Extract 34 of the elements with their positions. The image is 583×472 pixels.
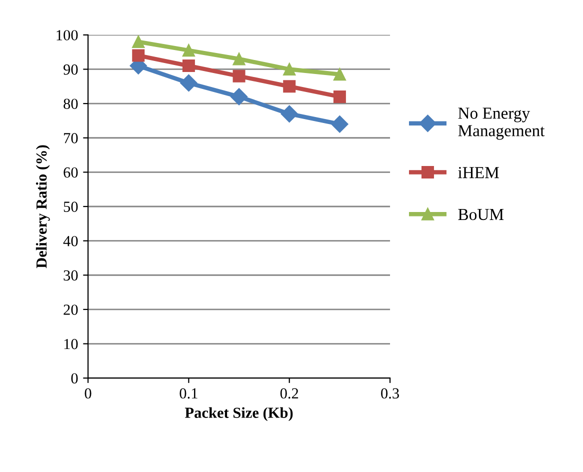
y-tick-label: 80	[64, 98, 78, 110]
point	[230, 88, 248, 106]
x-axis-title: Packet Size (Kb)	[184, 407, 293, 422]
x-tick-label: 0.3	[381, 388, 399, 399]
point	[232, 70, 246, 82]
y-tick-label: 0	[71, 373, 78, 384]
y-tick-label: 20	[64, 304, 78, 315]
y-tick-label: 100	[56, 30, 78, 40]
legend-label: No Energy Management	[458, 108, 545, 140]
point	[333, 90, 346, 103]
point	[283, 80, 296, 93]
y-tick-label: 10	[64, 338, 78, 350]
y-tick-label: 50	[64, 202, 78, 212]
y-axis-title: Delivery Ratio (%)	[36, 145, 50, 268]
x-tick-label: 0.2	[280, 388, 298, 399]
point	[132, 49, 145, 62]
point	[132, 36, 145, 48]
point	[333, 68, 346, 81]
y-tick-label: 90	[64, 64, 78, 75]
point	[232, 52, 246, 66]
point	[280, 105, 298, 122]
y-tick-label: 40	[63, 236, 78, 246]
point	[182, 60, 195, 72]
y-tick-label: 30	[64, 270, 78, 281]
y-tick-label: 60	[64, 167, 78, 178]
legend-label: iHEM	[458, 167, 499, 178]
legend-label: BoUM	[458, 209, 504, 220]
point	[283, 62, 296, 76]
x-tick-label: 0	[84, 388, 92, 399]
y-tick-label: 70	[64, 133, 78, 144]
point	[331, 116, 348, 133]
x-tick-label: 0.1	[180, 388, 198, 399]
point	[182, 44, 195, 57]
point	[180, 74, 198, 92]
